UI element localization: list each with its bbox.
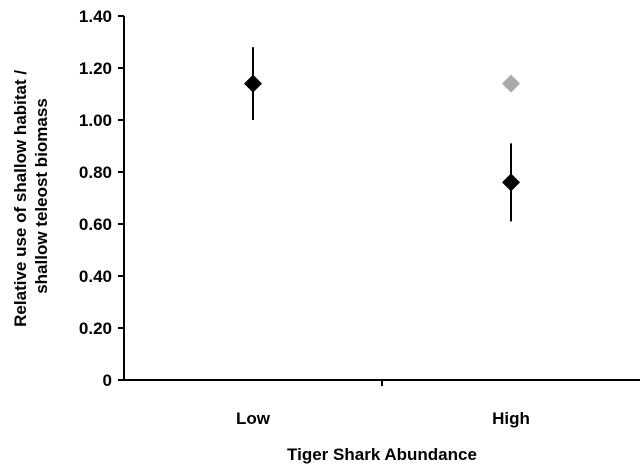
svg-text:Relative use of shallow habita: Relative use of shallow habitat / shallo… bbox=[11, 65, 51, 327]
y-tick-label: 0.60 bbox=[79, 215, 112, 234]
y-tick-label: 1.20 bbox=[79, 59, 112, 78]
y-tick-label: 1.40 bbox=[79, 7, 112, 26]
y-axis-title: Relative use of shallow habitat / shallo… bbox=[11, 65, 51, 327]
y-axis-title-line-2: shallow teleost biomass bbox=[32, 98, 51, 294]
y-tick-label: 0.40 bbox=[79, 267, 112, 286]
data-marks bbox=[244, 47, 520, 222]
x-tick-label: Low bbox=[236, 409, 271, 428]
x-tick-label: High bbox=[492, 409, 530, 428]
y-tick-label: 0 bbox=[103, 371, 112, 390]
y-tick-label: 0.80 bbox=[79, 163, 112, 182]
data-point bbox=[244, 74, 262, 93]
y-tick-label: 0.20 bbox=[79, 319, 112, 338]
y-axis-title-line-1: Relative use of shallow habitat / bbox=[11, 70, 30, 327]
y-tick-label: 1.00 bbox=[79, 111, 112, 130]
x-axis-title: Tiger Shark Abundance bbox=[287, 445, 477, 464]
y-ticks: 0 0.20 0.40 0.60 0.80 1.00 1.20 1.40 bbox=[79, 7, 124, 390]
data-point bbox=[502, 173, 520, 192]
data-point bbox=[502, 74, 520, 93]
x-ticks: Low High bbox=[236, 380, 530, 428]
